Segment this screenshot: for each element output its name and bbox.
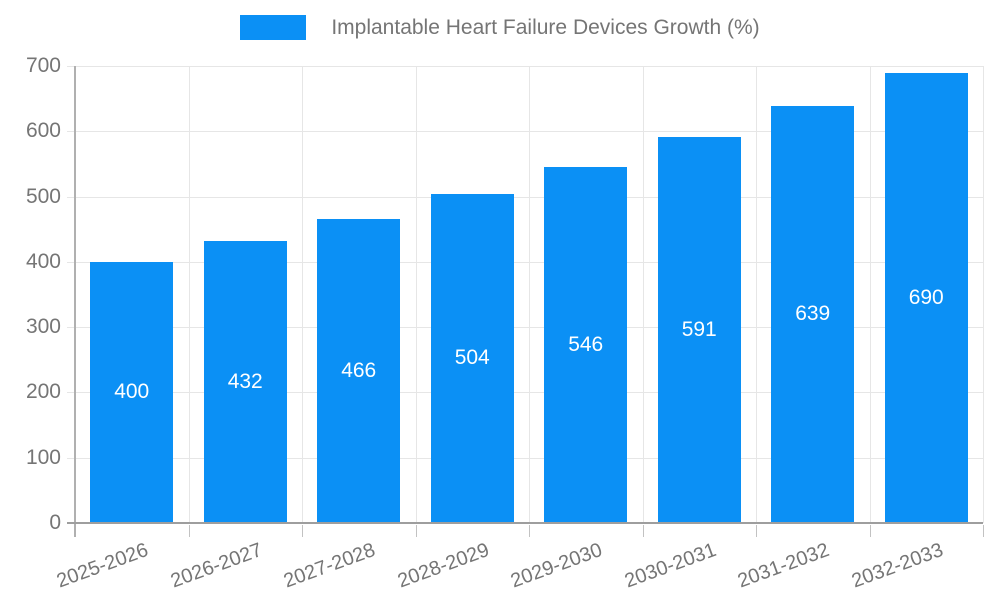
y-axis-tick-label: 0 [49, 511, 61, 534]
x-gridline [756, 66, 757, 523]
x-axis-category-label: 2031-2032 [734, 539, 833, 593]
x-gridline [983, 66, 984, 523]
x-axis-tick [756, 525, 757, 537]
bar-2030-2031[interactable]: 591 [657, 137, 741, 523]
x-gridline [529, 66, 530, 523]
x-axis-category-label: 2026-2027 [167, 539, 265, 593]
y-gridline [67, 457, 983, 459]
x-axis-tick [188, 525, 190, 537]
bar-2029-2030[interactable]: 546 [544, 166, 628, 523]
bar-value-label: 504 [454, 346, 490, 370]
x-axis-category-label: 2029-2030 [507, 539, 606, 593]
bar-value-label: 546 [568, 332, 604, 356]
y-axis-tick-label: 200 [25, 380, 61, 404]
y-gridline [67, 392, 983, 394]
legend: Implantable Heart Failure Devices Growth… [0, 15, 1000, 40]
bar-value-label: 432 [227, 369, 263, 393]
bar-2031-2032[interactable]: 639 [771, 105, 855, 523]
y-axis-tick-label: 700 [25, 54, 61, 77]
y-gridline [67, 66, 983, 67]
x-axis-tick [302, 525, 303, 537]
bar-value-label: 466 [341, 358, 377, 382]
x-gridline [415, 66, 417, 523]
y-gridline [67, 196, 983, 198]
y-axis-tick-label: 500 [25, 184, 61, 208]
x-axis-tick [415, 525, 417, 537]
x-axis-tick [983, 525, 984, 537]
y-axis-tick-label: 100 [25, 445, 61, 469]
legend-swatch-icon [240, 15, 307, 40]
y-gridline [67, 131, 983, 133]
bar-value-label: 690 [908, 285, 944, 309]
x-gridline [302, 66, 303, 523]
x-axis-tick [642, 525, 644, 537]
x-axis-tick [869, 525, 871, 537]
bar-value-label: 639 [795, 302, 831, 326]
x-axis-line [67, 522, 983, 524]
x-axis-tick [529, 525, 530, 537]
bar-2026-2027[interactable]: 432 [203, 240, 287, 523]
bar-value-label: 400 [114, 380, 150, 404]
bar-2028-2029[interactable]: 504 [430, 193, 514, 523]
bar-2027-2028[interactable]: 466 [317, 218, 401, 523]
y-gridline [67, 327, 983, 329]
x-axis-category-label: 2028-2029 [394, 539, 492, 593]
legend-label: Implantable Heart Failure Devices Growth… [331, 15, 760, 39]
x-gridline [869, 66, 871, 523]
y-axis-tick-label: 300 [25, 315, 61, 339]
x-axis-category-label: 2030-2031 [621, 539, 719, 593]
bar-value-label: 591 [681, 318, 717, 342]
x-axis-category-label: 2032-2033 [848, 539, 946, 593]
y-axis-tick-label: 400 [25, 249, 61, 273]
x-axis-category-label: 2027-2028 [280, 539, 379, 593]
x-gridline [642, 66, 644, 523]
bar-2032-2033[interactable]: 690 [884, 72, 968, 523]
y-gridline [67, 261, 983, 263]
y-axis-line [74, 66, 76, 537]
bar-2025-2026[interactable]: 400 [90, 261, 174, 523]
x-gridline [188, 66, 190, 523]
x-axis-category-label: 2025-2026 [53, 539, 152, 593]
y-axis-tick-label: 600 [25, 119, 61, 143]
